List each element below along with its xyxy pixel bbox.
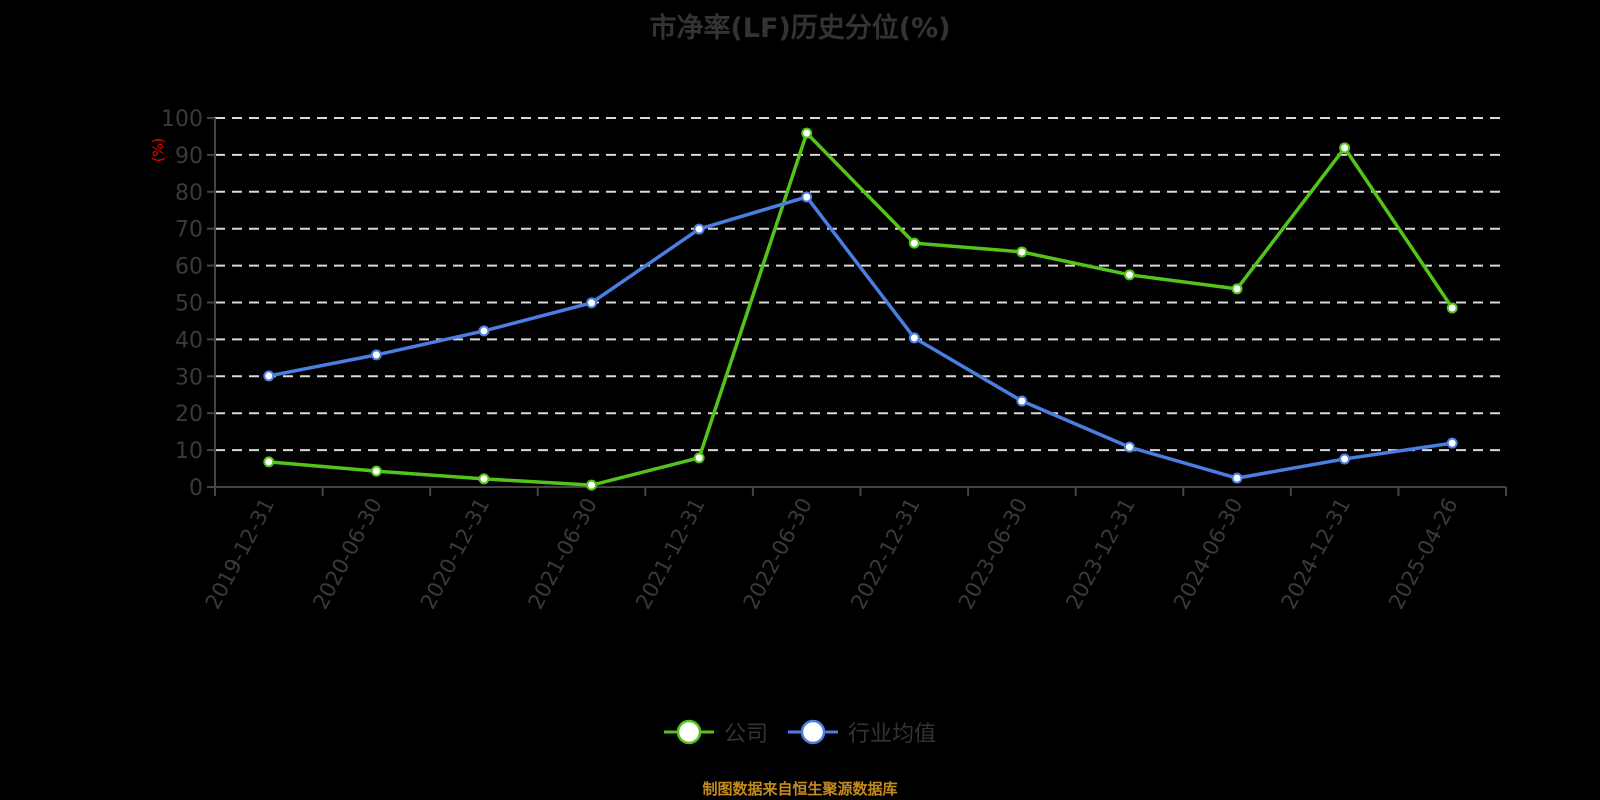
y-tick-label: 100	[161, 107, 203, 132]
data-point[interactable]	[1339, 453, 1351, 465]
x-tick-label: 2024-06-30	[1169, 494, 1247, 613]
legend-item-industry-avg[interactable]: 行业均值	[788, 716, 936, 748]
data-point[interactable]	[1231, 283, 1243, 295]
data-point[interactable]	[693, 452, 705, 464]
data-point[interactable]	[1339, 142, 1351, 154]
data-point[interactable]	[586, 297, 598, 309]
data-point[interactable]	[1446, 437, 1458, 449]
y-tick-label: 90	[175, 144, 203, 169]
series-line	[268, 131, 1454, 487]
data-point[interactable]	[263, 370, 275, 382]
data-point[interactable]	[478, 325, 490, 337]
data-source-note: 制图数据来自恒生聚源数据库	[702, 780, 898, 798]
x-tick-label: 2022-06-30	[739, 494, 817, 613]
grid-lines	[215, 117, 1506, 452]
legend: 公司 行业均值	[0, 716, 1600, 748]
data-point[interactable]	[801, 191, 813, 203]
series-line	[268, 195, 1453, 480]
y-tick-label: 10	[175, 439, 203, 464]
data-point[interactable]	[1016, 246, 1028, 258]
x-tick-label: 2021-06-30	[523, 494, 601, 613]
data-point[interactable]	[370, 349, 382, 361]
legend-marker-company-icon	[663, 719, 714, 745]
data-point[interactable]	[908, 332, 920, 344]
y-tick-label: 20	[175, 402, 203, 427]
y-tick-label: 40	[175, 328, 203, 353]
x-tick-label: 2022-12-31	[846, 494, 924, 613]
data-point[interactable]	[370, 465, 382, 477]
y-tick-label: 50	[175, 292, 203, 317]
y-tick-label: 30	[175, 365, 203, 390]
x-tick-label: 2024-12-31	[1277, 494, 1355, 613]
x-tick-label: 2021-12-31	[631, 494, 709, 613]
x-tick-label: 2025-04-26	[1384, 494, 1462, 613]
data-point[interactable]	[801, 127, 813, 139]
legend-marker-industry-icon	[788, 719, 838, 745]
y-tick-label: 80	[175, 181, 203, 206]
x-tick-label: 2020-12-31	[416, 494, 494, 613]
chart-title: 市净率(LF)历史分位(%)	[649, 13, 951, 44]
data-point[interactable]	[1231, 472, 1243, 484]
legend-label-company: 公司	[723, 722, 768, 747]
legend-item-company[interactable]: 公司	[663, 716, 768, 748]
data-point[interactable]	[263, 456, 275, 468]
axes: 0 10 20 30 40 50 60 70 80 90 100 2019-12-31 2020-06-…	[161, 107, 1507, 613]
data-point[interactable]	[1446, 302, 1458, 314]
data-point[interactable]	[693, 223, 705, 235]
data-point[interactable]	[586, 479, 598, 491]
data-point[interactable]	[908, 237, 920, 249]
series-lines	[263, 127, 1458, 491]
x-tick-label: 2019-12-31	[201, 494, 279, 613]
y-tick-label: 60	[175, 255, 203, 280]
y-tick-label: 0	[189, 476, 203, 501]
x-tick-label: 2023-06-30	[954, 494, 1032, 613]
y-tick-label: 70	[175, 218, 203, 243]
legend-label-industry-avg: 行业均值	[848, 722, 937, 747]
data-point[interactable]	[1123, 269, 1135, 281]
data-point[interactable]	[478, 473, 490, 485]
x-tick-label: 2023-12-31	[1061, 494, 1139, 613]
data-point[interactable]	[1123, 441, 1135, 453]
data-point[interactable]	[1016, 395, 1028, 407]
x-tick-label: 2020-06-30	[308, 494, 386, 613]
